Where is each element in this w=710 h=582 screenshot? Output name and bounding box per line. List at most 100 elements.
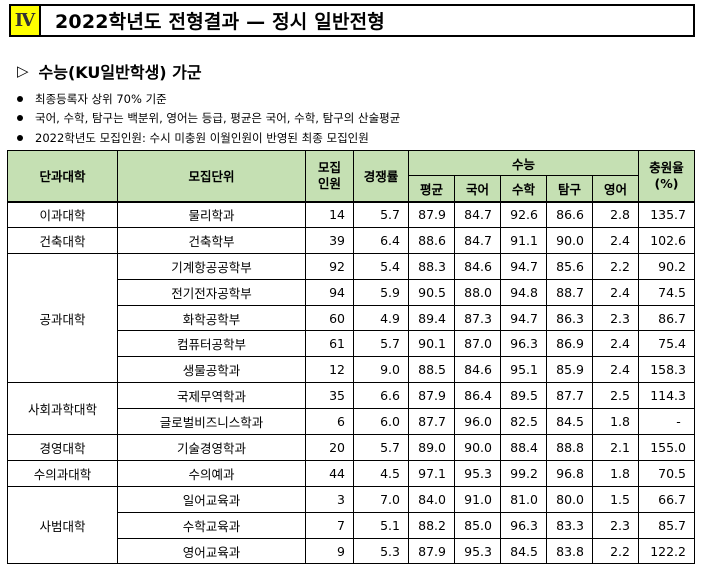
cell-inquiry: 96.8 xyxy=(546,459,593,487)
cell-unit: 전기전자공학부 xyxy=(117,278,306,306)
cell-unit: 물리학과 xyxy=(117,201,306,228)
cell-competition: 5.3 xyxy=(353,537,409,565)
header-math: 수학 xyxy=(500,175,547,202)
cell-quota: 14 xyxy=(305,201,354,228)
note-text: 2022학년도 모집인원: 수시 미충원 이월인원이 반영된 최종 모집인원 xyxy=(35,130,369,145)
cell-fill-rate: 158.3 xyxy=(638,356,695,384)
cell-unit: 건축학부 xyxy=(117,226,306,254)
cell-avg: 90.5 xyxy=(408,278,455,306)
table-row: 공과대학 기계항공공학부 92 5.4 88.3 84.6 94.7 85.6 2.2 90.2 xyxy=(7,252,695,384)
cell-quota: 94 xyxy=(305,278,354,306)
note-text: 국어, 수학, 탐구는 백분위, 영어는 등급, 평균은 국어, 수학, 탐구의… xyxy=(35,111,401,126)
cell-inquiry: 84.5 xyxy=(546,408,593,436)
note-item: 최종등록자 상위 70% 기준 xyxy=(17,89,400,109)
cell-korean: 84.6 xyxy=(454,252,501,280)
table-row: 건축대학 건축학부 39 6.4 88.6 84.7 91.1 90.0 2.4 102.6 xyxy=(7,226,695,254)
cell-korean: 84.7 xyxy=(454,226,501,254)
cell-unit: 기술경영학과 xyxy=(117,434,306,461)
cell-competition: 6.4 xyxy=(353,226,409,254)
table-row: 사범대학 일어교육과 3 7.0 84.0 91.0 81.0 80.0 1.5 66.7 xyxy=(7,485,695,565)
cell-quota: 6 xyxy=(305,408,354,436)
cell-english: 2.5 xyxy=(592,382,639,410)
cell-korean: 84.7 xyxy=(454,201,501,228)
cell-inquiry: 80.0 xyxy=(546,485,593,513)
header-competition: 경쟁률 xyxy=(353,150,409,202)
cell-competition: 6.6 xyxy=(353,382,409,410)
cell-inquiry: 87.7 xyxy=(546,382,593,410)
cell-competition: 9.0 xyxy=(353,356,409,384)
cell-competition: 5.9 xyxy=(353,278,409,306)
cell-english: 1.5 xyxy=(592,485,639,513)
cell-quota: 92 xyxy=(305,252,354,280)
cell-english: 2.4 xyxy=(592,356,639,384)
cell-english: 1.8 xyxy=(592,459,639,487)
cell-korean: 96.0 xyxy=(454,408,501,436)
cell-avg: 97.1 xyxy=(408,459,455,487)
cell-korean: 87.3 xyxy=(454,304,501,332)
cell-college: 이과대학 xyxy=(7,201,118,228)
cell-korean: 91.0 xyxy=(454,485,501,513)
cell-math: 95.1 xyxy=(500,356,547,384)
cell-avg: 88.3 xyxy=(408,252,455,280)
cell-avg: 87.9 xyxy=(408,537,455,565)
cell-korean: 86.4 xyxy=(454,382,501,410)
cell-avg: 87.7 xyxy=(408,408,455,436)
cell-competition: 6.0 xyxy=(353,408,409,436)
cell-quota: 60 xyxy=(305,304,354,332)
header-fill-rate: 충원율 (%) xyxy=(638,150,695,202)
cell-college: 경영대학 xyxy=(7,434,118,461)
cell-unit: 국제무역학과 xyxy=(117,382,306,410)
cell-korean: 95.3 xyxy=(454,459,501,487)
header-suneung: 수능 xyxy=(408,150,639,176)
header-unit: 모집단위 xyxy=(117,150,306,202)
cell-avg: 89.0 xyxy=(408,434,455,461)
table-row: 컴퓨터공학부 61 5.7 90.1 87.0 96.3 86.9 2.4 75.4 xyxy=(8,330,695,358)
cell-competition: 5.1 xyxy=(353,511,409,539)
cell-inquiry: 90.0 xyxy=(546,226,593,254)
cell-fill-rate: 90.2 xyxy=(638,252,695,280)
cell-inquiry: 88.7 xyxy=(546,278,593,306)
cell-competition: 4.5 xyxy=(353,459,409,487)
cell-inquiry: 85.6 xyxy=(546,252,593,280)
cell-avg: 88.5 xyxy=(408,356,455,384)
header-quota-line1: 모집 xyxy=(317,159,341,175)
table-row: 전기전자공학부 94 5.9 90.5 88.0 94.8 88.7 2.4 74.5 xyxy=(8,278,695,306)
table-row: 사회과학대학 국제무역학과 35 6.6 87.9 86.4 89.5 87.7 2.5 114.… xyxy=(7,382,695,436)
results-table: 단과대학 모집단위 모집 인원 경쟁률 수능 충원율 (%) 평균 국어 수학 탐구… xyxy=(7,150,695,565)
cell-korean: 95.3 xyxy=(454,537,501,565)
cell-english: 2.4 xyxy=(592,226,639,254)
header-korean: 국어 xyxy=(454,175,501,202)
cell-english: 2.4 xyxy=(592,330,639,358)
sub-heading-text: 수능(KU일반학생) 가군 xyxy=(38,63,202,82)
table-row: 경영대학 기술경영학과 20 5.7 89.0 90.0 88.4 88.8 2.1 155.0 xyxy=(7,434,695,461)
cell-math: 92.6 xyxy=(500,201,547,228)
cell-fill-rate: 135.7 xyxy=(638,201,695,228)
cell-inquiry: 86.3 xyxy=(546,304,593,332)
cell-unit: 일어교육과 xyxy=(117,485,306,513)
header-fill-rate-line2: (%) xyxy=(654,175,679,191)
cell-avg: 88.6 xyxy=(408,226,455,254)
cell-fill-rate: 155.0 xyxy=(638,434,695,461)
cell-english: 2.4 xyxy=(592,278,639,306)
cell-unit: 화학공학부 xyxy=(117,304,306,332)
cell-inquiry: 83.3 xyxy=(546,511,593,539)
cell-english: 2.2 xyxy=(592,252,639,280)
cell-unit: 컴퓨터공학부 xyxy=(117,330,306,358)
cell-english: 2.3 xyxy=(592,511,639,539)
header-avg: 평균 xyxy=(408,175,455,202)
cell-fill-rate: 102.6 xyxy=(638,226,695,254)
cell-inquiry: 83.8 xyxy=(546,537,593,565)
cell-college: 사범대학 xyxy=(7,485,118,565)
cell-quota: 44 xyxy=(305,459,354,487)
cell-unit: 글로벌비즈니스학과 xyxy=(117,408,306,436)
triangle-marker-icon: ▷ xyxy=(17,62,29,80)
cell-math: 88.4 xyxy=(500,434,547,461)
cell-quota: 20 xyxy=(305,434,354,461)
cell-college: 건축대학 xyxy=(7,226,118,254)
cell-avg: 88.2 xyxy=(408,511,455,539)
cell-quota: 7 xyxy=(305,511,354,539)
cell-korean: 85.0 xyxy=(454,511,501,539)
header-inquiry: 탐구 xyxy=(546,175,593,202)
cell-math: 94.8 xyxy=(500,278,547,306)
cell-competition: 5.4 xyxy=(353,252,409,280)
